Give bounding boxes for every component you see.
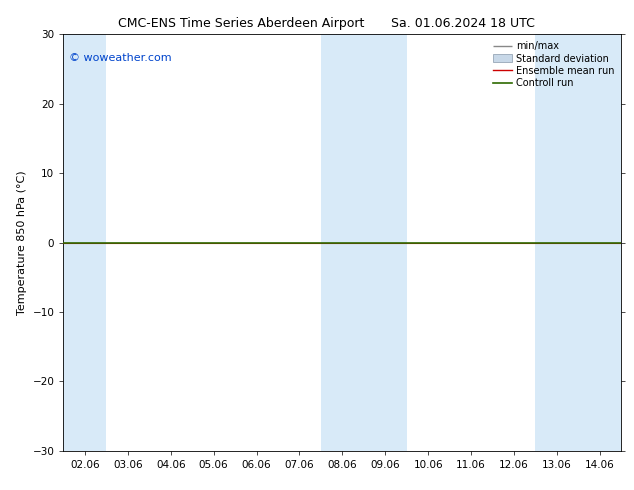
Bar [63,34,107,451]
Text: CMC-ENS Time Series Aberdeen Airport: CMC-ENS Time Series Aberdeen Airport [118,17,364,30]
Legend: min/max, Standard deviation, Ensemble mean run, Controll run: min/max, Standard deviation, Ensemble me… [491,39,616,90]
Bar [536,34,621,451]
Text: Sa. 01.06.2024 18 UTC: Sa. 01.06.2024 18 UTC [391,17,534,30]
Text: © woweather.com: © woweather.com [69,53,172,63]
Y-axis label: Temperature 850 hPa (°C): Temperature 850 hPa (°C) [17,170,27,315]
Bar [321,34,407,451]
